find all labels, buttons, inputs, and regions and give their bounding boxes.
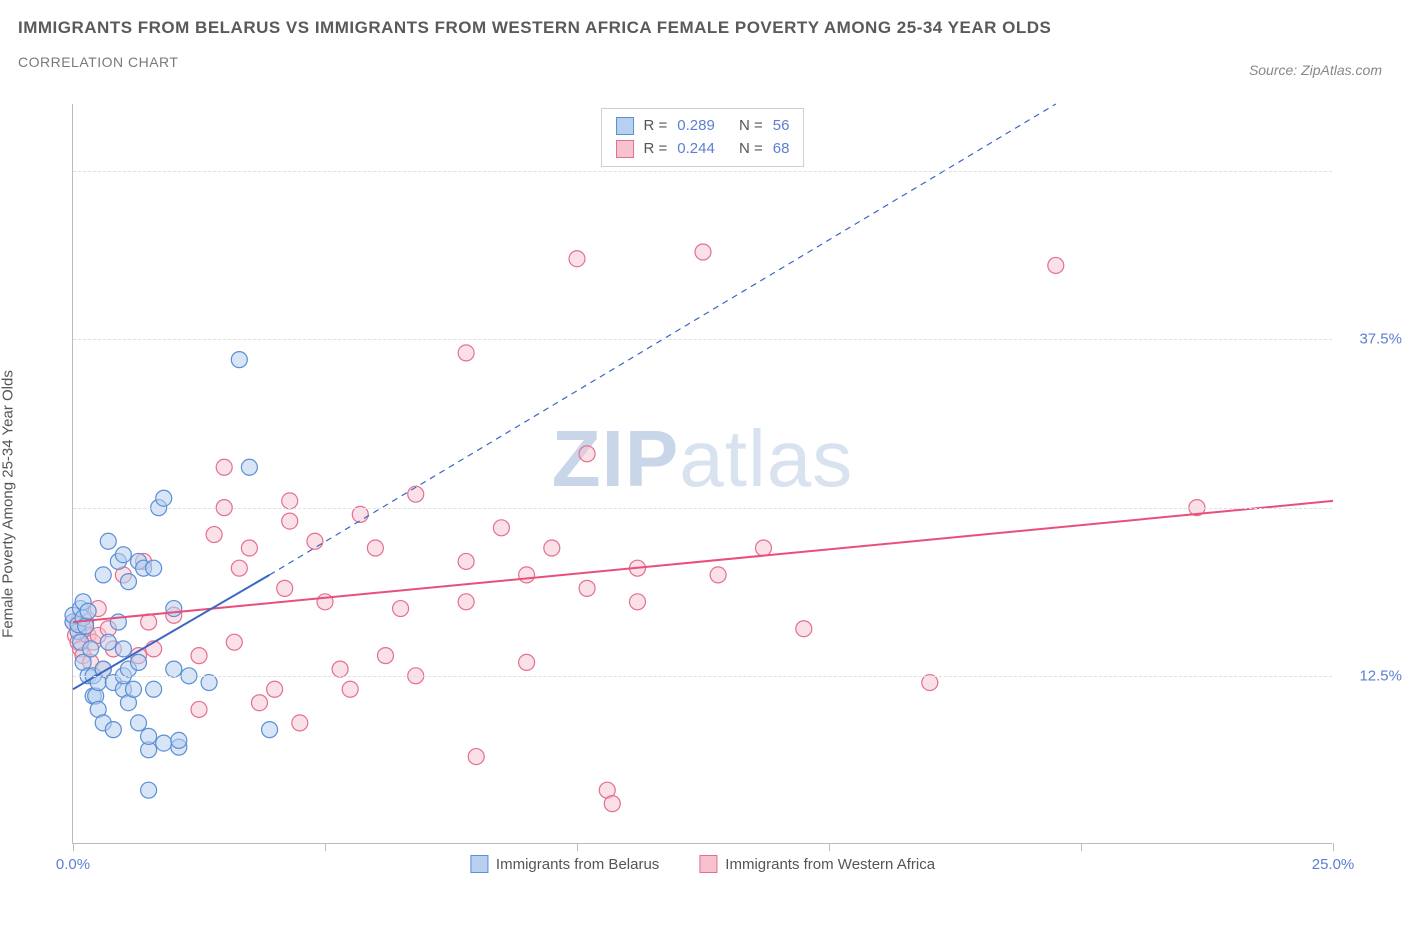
scatter-point xyxy=(267,681,283,697)
scatter-point xyxy=(201,675,217,691)
scatter-point xyxy=(458,345,474,361)
scatter-point xyxy=(83,641,99,657)
scatter-point xyxy=(241,540,257,556)
x-tick-label: 0.0% xyxy=(56,856,90,873)
scatter-point xyxy=(493,520,509,536)
x-tick xyxy=(829,843,830,851)
scatter-point xyxy=(125,681,141,697)
chart-title: IMMIGRANTS FROM BELARUS VS IMMIGRANTS FR… xyxy=(18,18,1406,38)
swatch-belarus xyxy=(470,855,488,873)
scatter-point xyxy=(393,601,409,617)
scatter-point xyxy=(146,681,162,697)
scatter-point xyxy=(519,654,535,670)
series-name-wafrica: Immigrants from Western Africa xyxy=(725,856,935,873)
scatter-point xyxy=(141,782,157,798)
scatter-point xyxy=(146,560,162,576)
scatter-point xyxy=(166,661,182,677)
x-tick xyxy=(577,843,578,851)
swatch-wafrica xyxy=(699,855,717,873)
plot-area: ZIPatlas R = 0.289 N = 56 R = 0.244 N = … xyxy=(72,104,1332,844)
scatter-point xyxy=(695,244,711,260)
scatter-point xyxy=(262,722,278,738)
scatter-point xyxy=(206,527,222,543)
scatter-point xyxy=(710,567,726,583)
scatter-point xyxy=(796,621,812,637)
scatter-point xyxy=(171,732,187,748)
scatter-point xyxy=(352,506,368,522)
scatter-point xyxy=(282,513,298,529)
scatter-point xyxy=(408,486,424,502)
scatter-point xyxy=(317,594,333,610)
x-tick xyxy=(325,843,326,851)
scatter-point xyxy=(367,540,383,556)
scatter-point xyxy=(241,459,257,475)
scatter-point xyxy=(115,547,131,563)
scatter-point xyxy=(120,574,136,590)
scatter-point xyxy=(166,601,182,617)
scatter-point xyxy=(519,567,535,583)
scatter-point xyxy=(95,567,111,583)
gridline xyxy=(73,676,1332,677)
y-tick-label: 37.5% xyxy=(1359,331,1402,348)
series-name-belarus: Immigrants from Belarus xyxy=(496,856,659,873)
scatter-point xyxy=(332,661,348,677)
scatter-point xyxy=(377,648,393,664)
x-tick xyxy=(73,843,74,851)
scatter-point xyxy=(251,695,267,711)
scatter-point xyxy=(80,603,96,619)
scatter-point xyxy=(141,728,157,744)
scatter-point xyxy=(342,681,358,697)
scatter-point xyxy=(579,446,595,462)
gridline xyxy=(73,339,1332,340)
scatter-point xyxy=(156,735,172,751)
chart-container: Female Poverty Among 25-34 Year Olds ZIP… xyxy=(18,104,1388,904)
scatter-point xyxy=(292,715,308,731)
scatter-point xyxy=(458,553,474,569)
chart-subtitle: CORRELATION CHART xyxy=(18,54,1406,70)
scatter-point xyxy=(755,540,771,556)
x-tick-label: 25.0% xyxy=(1312,856,1355,873)
source-label: Source: ZipAtlas.com xyxy=(1249,62,1382,78)
scatter-point xyxy=(115,641,131,657)
scatter-point xyxy=(458,594,474,610)
legend-item-belarus: Immigrants from Belarus xyxy=(470,855,659,873)
regression-line-wafrica xyxy=(73,501,1333,622)
gridline xyxy=(73,508,1332,509)
scatter-point xyxy=(156,490,172,506)
scatter-point xyxy=(1048,257,1064,273)
scatter-point xyxy=(544,540,560,556)
y-tick-label: 12.5% xyxy=(1359,667,1402,684)
scatter-point xyxy=(569,251,585,267)
scatter-point xyxy=(922,675,938,691)
scatter-point xyxy=(231,560,247,576)
scatter-point xyxy=(191,701,207,717)
y-axis-label: Female Poverty Among 25-34 Year Olds xyxy=(0,370,17,638)
x-tick xyxy=(1333,843,1334,851)
scatter-point xyxy=(282,493,298,509)
legend-item-wafrica: Immigrants from Western Africa xyxy=(699,855,935,873)
scatter-point xyxy=(131,715,147,731)
scatter-point xyxy=(216,459,232,475)
scatter-point xyxy=(141,614,157,630)
scatter-point xyxy=(100,533,116,549)
gridline xyxy=(73,171,1332,172)
scatter-point xyxy=(131,654,147,670)
x-tick xyxy=(1081,843,1082,851)
series-legend: Immigrants from Belarus Immigrants from … xyxy=(470,855,935,873)
scatter-point xyxy=(468,749,484,765)
scatter-point xyxy=(579,580,595,596)
scatter-point xyxy=(191,648,207,664)
scatter-point xyxy=(231,352,247,368)
scatter-point xyxy=(105,722,121,738)
scatter-point xyxy=(226,634,242,650)
scatter-point xyxy=(100,634,116,650)
scatter-point xyxy=(277,580,293,596)
plot-svg xyxy=(73,104,1332,843)
scatter-point xyxy=(307,533,323,549)
scatter-point xyxy=(604,796,620,812)
scatter-point xyxy=(629,594,645,610)
